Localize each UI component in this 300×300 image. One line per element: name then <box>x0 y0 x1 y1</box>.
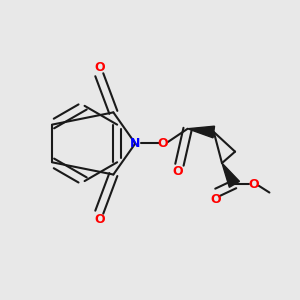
Polygon shape <box>188 126 214 138</box>
Text: O: O <box>94 213 105 226</box>
Polygon shape <box>222 163 239 187</box>
Text: O: O <box>158 137 168 150</box>
Text: N: N <box>130 137 140 150</box>
Text: O: O <box>94 61 105 74</box>
Text: O: O <box>249 178 259 191</box>
Text: O: O <box>172 165 183 178</box>
Text: O: O <box>210 193 221 206</box>
